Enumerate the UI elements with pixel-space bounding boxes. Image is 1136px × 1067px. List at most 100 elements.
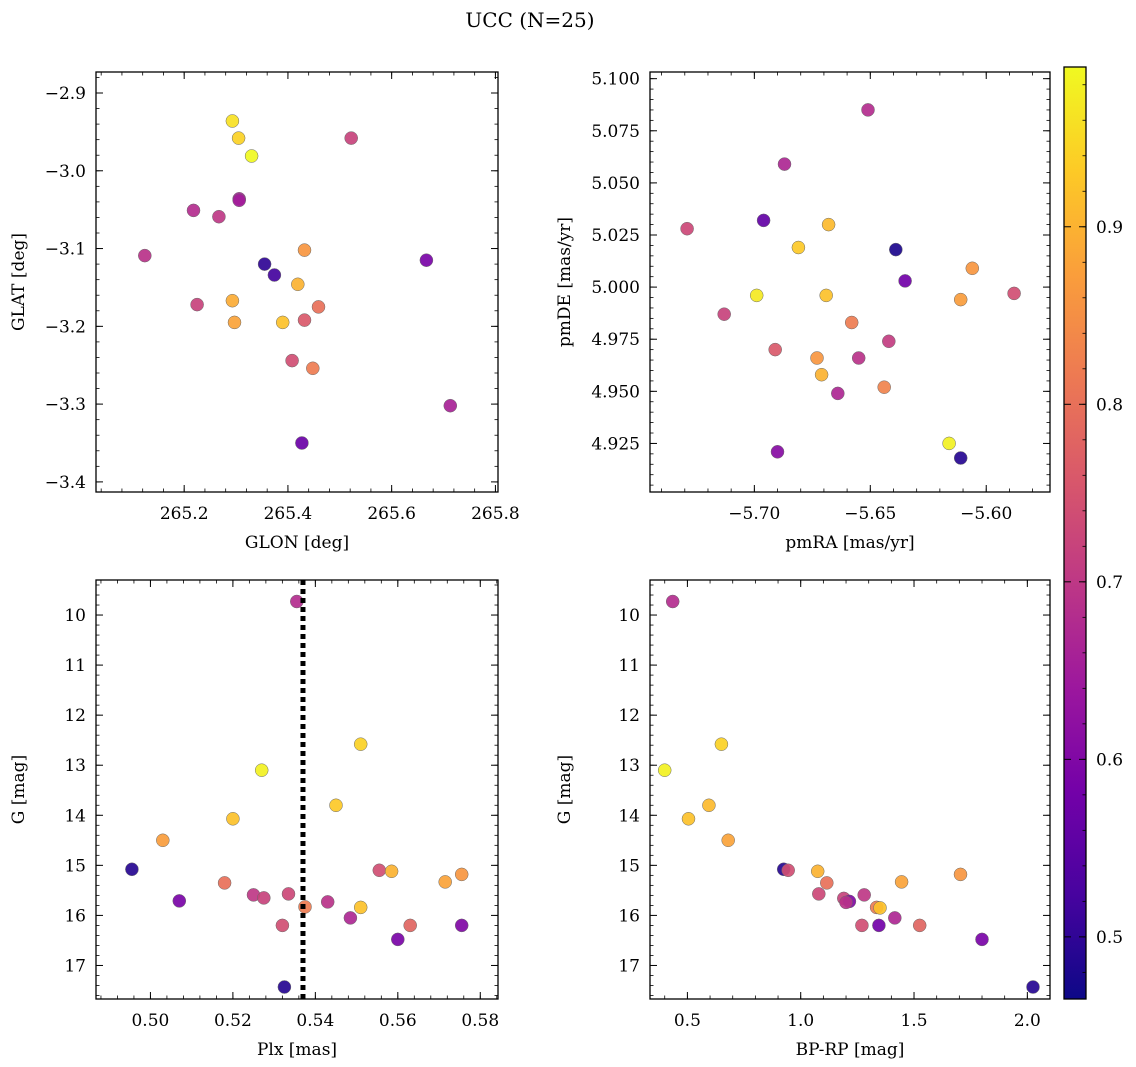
pmra-pmde-xtick-label: −5.60 (960, 504, 1012, 524)
glon-glat-point-19 (275, 315, 290, 330)
plx-g-ytick-label: 12 (64, 706, 86, 726)
glon-glat-ytick-label: −3.0 (45, 162, 86, 182)
glon-glat-point-24 (295, 436, 309, 450)
pmra-pmde-ytick-label: 4.950 (591, 382, 640, 402)
plx-g-xlabel: Plx [mas] (257, 1040, 337, 1060)
glon-glat-point-8 (212, 209, 226, 224)
pmra-pmde-point-14 (717, 307, 731, 321)
bprp-g-point-22 (912, 918, 927, 933)
glon-glat-point-17 (311, 300, 326, 314)
pmra-pmde-point-15 (844, 315, 859, 330)
plx-g-ylabel: G [mag] (9, 755, 29, 824)
figure-title: UCC (N=25) (465, 8, 594, 32)
bprp-g-point-19 (873, 901, 887, 915)
plx-g-ytick-label: 14 (64, 806, 86, 826)
bprp-g-xlabel: BP-RP [mag] (796, 1040, 905, 1060)
plx-g-point-19 (353, 900, 368, 915)
glon-glat-point-13 (419, 253, 434, 267)
glon-glat-point-21 (285, 353, 299, 368)
colorbar-tick-label: 0.9 (1096, 218, 1123, 238)
glon-glat-xtick-label: 265.2 (160, 504, 209, 524)
glon-glat-frame (95, 71, 499, 493)
pmra-pmde-ytick-label: 5.000 (591, 278, 640, 298)
pmra-pmde-ytick-label: 5.025 (591, 226, 640, 246)
glon-glat-point-3 (244, 149, 259, 163)
bprp-g-points (657, 594, 1040, 994)
bprp-g-point-8 (781, 863, 795, 878)
plx-g-ytick-label: 15 (64, 856, 86, 876)
plx-g-point-8 (372, 863, 387, 878)
plx-g-frame (95, 579, 499, 1000)
glon-glat-ytick-label: −3.3 (45, 395, 86, 415)
bprp-g-point-11 (894, 875, 909, 889)
pmra-pmde-point-9 (965, 261, 980, 276)
glon-glat-ytick-label: −3.4 (45, 473, 86, 493)
plx-g-point-2 (353, 737, 368, 751)
bprp-g-xtick-label: 0.5 (674, 1011, 701, 1031)
bprp-g-point-5 (681, 812, 696, 826)
pmra-pmde-point-8 (898, 274, 912, 288)
glon-glat-point-11 (257, 257, 272, 271)
glon-glat-ytick-label: −2.9 (45, 84, 86, 104)
plx-g-point-23 (454, 918, 469, 933)
bprp-g-ytick-label: 11 (618, 656, 640, 676)
glon-glat-point-15 (190, 297, 204, 312)
bprp-g-xtick-label: 1.0 (787, 1011, 814, 1031)
pmra-pmde-point-16 (882, 334, 896, 349)
bprp-g-point-14 (857, 888, 871, 902)
pmra-pmde-point-22 (831, 386, 845, 401)
glon-glat-xtick-label: 265.4 (264, 504, 313, 524)
pmra-pmde-point-10 (749, 288, 764, 303)
bprp-g-xtick-label: 1.5 (900, 1011, 927, 1031)
pmra-pmde-ytick-label: 4.925 (591, 434, 640, 454)
bprp-g-point-1 (665, 594, 680, 609)
plx-g-point-13 (281, 887, 296, 901)
pmra-pmde-point-25 (770, 445, 785, 459)
bprp-g-ytick-label: 10 (618, 606, 640, 626)
bprp-g-ytick-label: 14 (618, 806, 640, 826)
bprp-g-point-17 (839, 895, 853, 910)
colorbar-tick-label: 0.8 (1096, 395, 1123, 415)
pmra-pmde-point-11 (819, 288, 833, 303)
plx-g-point-22 (403, 918, 417, 933)
bprp-g-point-10 (953, 867, 968, 882)
glon-glat-point-18 (227, 315, 242, 330)
plx-g-xtick-label: 0.52 (214, 1011, 252, 1031)
plx-g-xtick-label: 0.50 (131, 1011, 169, 1031)
plx-g-point-7 (125, 862, 139, 877)
plx-g-point-15 (257, 891, 271, 905)
panel-plx-g: 0.50 0.52 0.54 0.56 0.58 10 11 12 13 14 15 16 17 Plx … (9, 579, 499, 1060)
pmra-pmde-point-20 (814, 367, 829, 382)
pmra-pmde-frame (649, 71, 1051, 493)
glon-glat-point-10 (297, 243, 312, 257)
bprp-g-point-6 (721, 833, 735, 848)
glon-glat-point-2 (231, 131, 246, 145)
plx-g-ytick-label: 16 (64, 906, 86, 926)
panel-glon-glat: 265.2 265.4 265.6 265.8 −2.9 −3.0 −3.1 −3.2 −3.3… (9, 71, 520, 553)
plx-g-point-21 (275, 918, 290, 933)
glon-glat-point-12 (267, 268, 282, 282)
glon-glat-xlabel: GLON [deg] (245, 533, 349, 553)
plx-g-point-5 (226, 812, 240, 826)
plx-g-xtick-label: 0.58 (461, 1011, 499, 1031)
bprp-g-point-4 (702, 798, 716, 813)
plx-g-point-12 (217, 876, 232, 890)
plx-g-ytick-label: 10 (64, 606, 86, 626)
pmra-pmde-xtick-label: −5.70 (728, 504, 780, 524)
bprp-g-xtick-label: 2.0 (1014, 1011, 1041, 1031)
bprp-g-frame (649, 579, 1051, 1000)
glon-glat-ylabel: GLAT [deg] (9, 233, 29, 331)
glon-glat-point-9 (138, 248, 152, 263)
plx-g-ytick-label: 17 (64, 956, 86, 976)
colorbar-tick-label: 0.5 (1096, 928, 1123, 948)
plx-g-point-24 (391, 932, 405, 947)
pmra-pmde-xtick-label: −5.65 (844, 504, 896, 524)
glon-glat-point-20 (297, 313, 312, 327)
glon-glat-ytick-label: −3.2 (45, 317, 86, 337)
plx-g-point-16 (172, 894, 187, 908)
plx-g-point-11 (438, 875, 452, 889)
pmra-pmde-ytick-label: 5.050 (591, 174, 640, 194)
plx-g-point-9 (384, 864, 399, 879)
panel-pmra-pmde: −5.70 −5.65 −5.60 4.925 4.950 4.975 5.000 5.025… (555, 70, 1051, 553)
